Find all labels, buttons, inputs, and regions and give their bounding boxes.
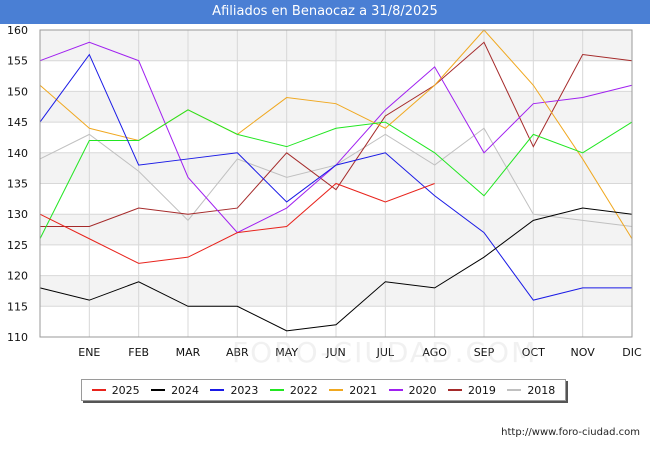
legend-swatch <box>151 389 166 391</box>
legend-swatch <box>269 389 284 391</box>
y-tick-label: 145 <box>7 116 28 129</box>
legend-label: 2024 <box>171 383 200 397</box>
legend-item-2025: 2025 <box>91 383 140 397</box>
x-tick-label: FEB <box>128 346 149 359</box>
y-tick-label: 150 <box>7 85 28 98</box>
line-chart: 110 115 120 125 130 135 140 145 150 155 160 ENE FEB M… <box>7 24 642 359</box>
series-layer <box>39 29 633 332</box>
legend-swatch <box>388 389 403 391</box>
legend-label: 2021 <box>349 383 378 397</box>
y-tick-label: 155 <box>7 55 28 68</box>
x-tick-label: ABR <box>226 346 249 359</box>
series-line-2024 <box>39 207 633 332</box>
legend-label: 2022 <box>289 383 318 397</box>
y-tick-label: 130 <box>7 208 28 221</box>
legend-label: 2020 <box>408 383 437 397</box>
legend-label: 2023 <box>230 383 259 397</box>
x-tick-label: NOV <box>571 346 596 359</box>
x-tick-label: AGO <box>422 346 447 359</box>
legend-item-2019: 2019 <box>447 383 496 397</box>
legend-item-2022: 2022 <box>269 383 318 397</box>
legend-label: 2018 <box>527 383 556 397</box>
x-tick-label: JUN <box>325 346 346 359</box>
chart-title: Afiliados en Benaocaz a 31/8/2025 <box>0 0 650 24</box>
y-tick-label: 115 <box>7 300 28 313</box>
y-tick-label: 125 <box>7 239 28 252</box>
legend-swatch <box>210 389 225 391</box>
watermark: FORO-CIUDAD.COM <box>232 336 538 369</box>
legend-item-2021: 2021 <box>329 384 377 397</box>
series-line-2025 <box>39 182 435 264</box>
axes: 110 115 120 125 130 135 140 145 150 155 160 ENE FEB M… <box>7 24 642 359</box>
legend-swatch <box>507 389 522 391</box>
legend-item-2024: 2024 <box>151 384 199 397</box>
x-tick-label: OCT <box>522 346 545 359</box>
y-tick-label: 120 <box>7 270 28 283</box>
y-tick-label: 140 <box>7 147 28 160</box>
legend-swatch <box>447 389 462 391</box>
series-line-2019 <box>40 41 633 227</box>
x-tick-label: MAR <box>176 346 201 359</box>
legend-item-2023: 2023 <box>210 384 258 397</box>
legend-label: 2019 <box>467 383 496 397</box>
plot-border <box>39 29 633 338</box>
x-tick-label: SEP <box>474 346 495 359</box>
x-tick-label: ENE <box>78 346 100 359</box>
source-url: http://www.foro-ciudad.com <box>501 427 640 438</box>
legend-swatch <box>91 389 106 391</box>
x-tick-label: DIC <box>622 346 642 359</box>
legend-swatch <box>329 389 344 391</box>
y-tick-label: 110 <box>7 331 28 344</box>
series-line-2023 <box>39 53 632 301</box>
x-tick-label: MAY <box>275 346 298 359</box>
legend-label: 2025 <box>111 383 140 397</box>
y-tick-label: 135 <box>7 178 28 191</box>
legend-item-2018: 2018 <box>507 384 555 397</box>
x-tick-label: JUL <box>376 346 395 359</box>
y-tick-label: 160 <box>7 24 28 37</box>
legend-item-2020: 2020 <box>388 383 437 397</box>
legend: 2025 2024 2023 2022 2021 2020 2019 2018 <box>81 379 566 401</box>
series-line-2022 <box>39 109 633 239</box>
